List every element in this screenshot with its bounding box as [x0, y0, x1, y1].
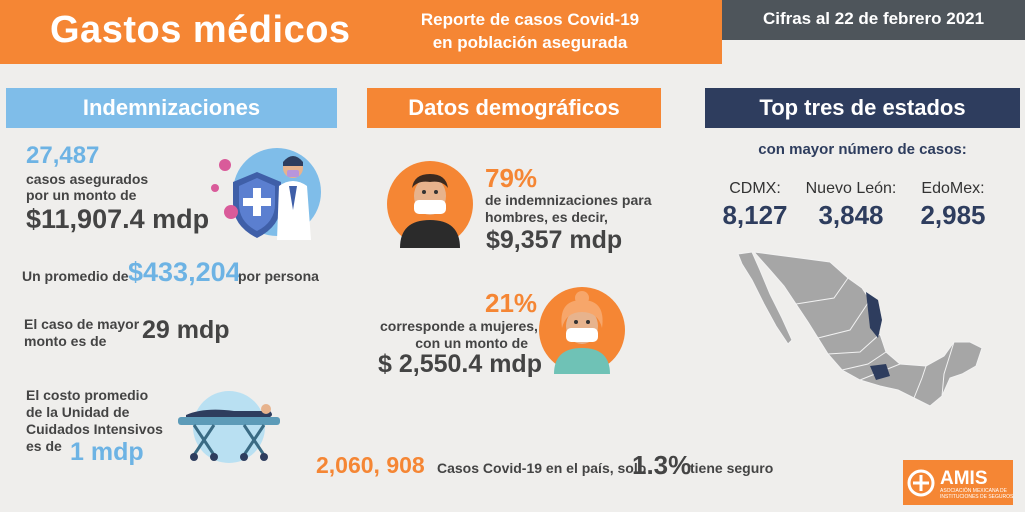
women-text: corresponde a mujeres, con un monto de [380, 318, 538, 352]
insured-cases-line-1: casos asegurados [26, 171, 149, 187]
icu-cost-value: 1 mdp [70, 438, 144, 466]
men-amount: $9,357 mdp [486, 226, 623, 254]
total-cases-value: 2,060, 908 [316, 452, 425, 478]
icu-cost-line-3: Cuidados Intensivos [26, 421, 163, 437]
doctor-shield-icon [211, 148, 321, 240]
subtitle-line-2: en población asegurada [432, 33, 628, 52]
max-case-text: El caso de mayor monto es de [24, 316, 139, 350]
woman-mask-icon [539, 287, 625, 374]
icu-cost-line-2: de la Unidad de [26, 404, 130, 420]
insured-cases-count: 27,487 [26, 142, 100, 169]
max-case-line-1: El caso de mayor [24, 316, 140, 332]
insured-suffix: tiene seguro [690, 460, 774, 476]
state-name-edomex: EdoMex: [921, 180, 985, 197]
amis-logo-icon [903, 460, 1013, 505]
max-case-value: 29 mdp [142, 316, 230, 344]
page-title: Gastos médicos [50, 9, 351, 51]
indemnity-amount: $11,907.4 mdp [26, 204, 210, 234]
icu-cost-line-1: El costo promedio [26, 387, 149, 403]
man-mask-icon [387, 161, 473, 248]
women-percentage: 21% [485, 288, 538, 318]
icu-cost-line-4: es de [26, 438, 62, 454]
logo-tagline-line-2: INSTITUCIONES DE SEGUROS [940, 494, 1014, 500]
top-states-subheading: con mayor número de casos: [758, 141, 967, 158]
state-value-cdmx: 8,127 [722, 200, 788, 230]
state-name-cdmx: CDMX: [729, 180, 781, 197]
logo-name: AMIS [940, 468, 988, 489]
men-text: de indemnizaciones para hombres, es deci… [485, 192, 652, 226]
icu-cost-text: El costo promedio de la Unidad de Cuidad… [26, 387, 163, 455]
total-cases-text: Casos Covid-19 en el país, solo [437, 460, 647, 476]
top-states-heading: Top tres de estados [705, 88, 1020, 128]
men-percentage: 79% [485, 163, 538, 193]
header-bar [0, 0, 722, 64]
insured-percentage: 1.3% [632, 450, 692, 480]
state-name-nuevo-leon: Nuevo León: [805, 180, 897, 197]
average-prefix: Un promedio de [22, 268, 129, 284]
indemnizaciones-heading: Indemnizaciones [6, 88, 337, 128]
icu-bed-icon [178, 391, 280, 463]
mexico-map-icon [737, 251, 983, 407]
demograficos-heading: Datos demográficos [367, 88, 661, 128]
logo-tagline-line-1: ASOCIACIÓN MEXICANA DE [940, 488, 1007, 494]
men-text-line-2: hombres, es decir, [485, 209, 608, 225]
page-subtitle: Reporte de casos Covid-19 en población a… [380, 8, 680, 54]
logo-tagline: ASOCIACIÓN MEXICANA DE INSTITUCIONES DE … [940, 488, 1014, 500]
average-value: $433,204 [128, 257, 241, 287]
insured-cases-text: casos asegurados por un monto de [26, 171, 148, 203]
women-amount: $ 2,550.4 mdp [378, 350, 542, 378]
insured-cases-line-2: por un monto de [26, 187, 137, 203]
women-text-line-1: corresponde a mujeres, [380, 318, 538, 334]
state-value-nuevo-leon: 3,848 [818, 200, 884, 230]
women-text-line-2: con un monto de [415, 335, 528, 351]
date-bar [722, 0, 1025, 40]
amis-logo [903, 460, 1013, 505]
state-value-edomex: 2,985 [920, 200, 986, 230]
average-suffix: por persona [238, 268, 319, 284]
subtitle-line-1: Reporte de casos Covid-19 [420, 10, 640, 29]
date-label: Cifras al 22 de febrero 2021 [762, 9, 985, 28]
max-case-line-2: monto es de [24, 333, 107, 349]
men-text-line-1: de indemnizaciones para [485, 192, 652, 208]
